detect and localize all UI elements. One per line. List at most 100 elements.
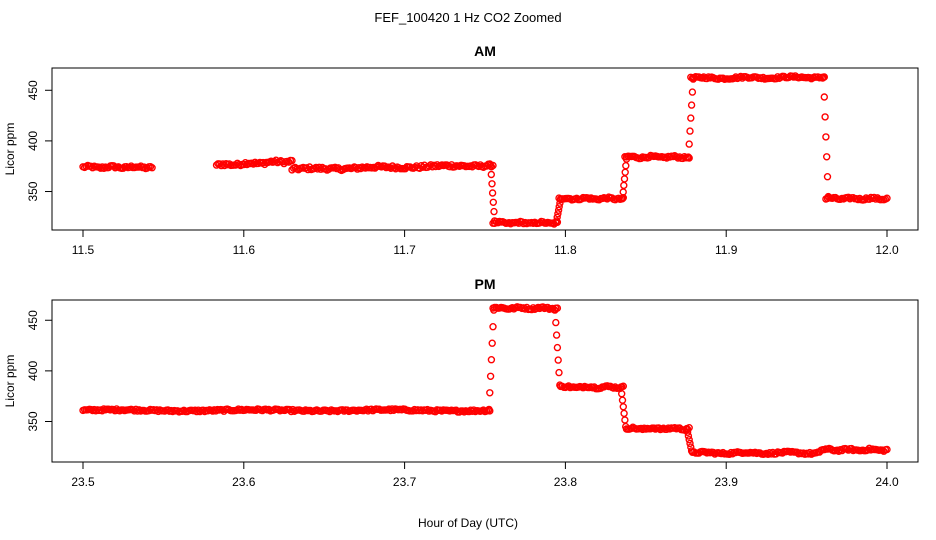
plot-frame xyxy=(51,299,919,463)
y-axis-label: Licor ppm xyxy=(3,355,17,408)
data-point xyxy=(687,114,695,122)
data-point xyxy=(552,217,561,225)
data-point xyxy=(619,403,627,411)
y-tick-label: 350 xyxy=(26,411,40,431)
y-tick-label: 450 xyxy=(26,310,40,330)
data-point xyxy=(486,389,494,397)
y-axis-label: Licor ppm xyxy=(3,123,17,176)
data-point xyxy=(622,422,630,431)
data-points xyxy=(79,72,891,228)
data-point xyxy=(490,207,498,216)
x-tick-label: 23.6 xyxy=(232,475,256,489)
x-tick-label: 23.5 xyxy=(71,475,95,489)
x-tick-label: 11.8 xyxy=(554,243,577,257)
data-point xyxy=(556,199,564,207)
data-point xyxy=(553,213,561,222)
data-point xyxy=(489,198,497,207)
x-tick-label: 11.6 xyxy=(233,243,256,257)
data-point xyxy=(685,436,693,444)
panel-title: AM xyxy=(474,43,496,59)
data-point xyxy=(338,406,347,414)
data-point xyxy=(622,161,630,170)
data-point xyxy=(556,381,564,389)
x-tick-label: 11.9 xyxy=(715,243,738,257)
data-point xyxy=(620,175,629,183)
x-tick-label: 23.9 xyxy=(715,475,739,489)
data-point xyxy=(380,162,389,170)
data-point xyxy=(148,163,156,172)
data-point xyxy=(689,75,697,83)
data-point xyxy=(687,443,695,451)
data-point xyxy=(556,195,565,204)
data-point xyxy=(883,194,891,202)
data-point xyxy=(686,127,694,135)
panel-pm: PM Licor ppm 23.5 23.6 23.7 23.8 23.9 24.0 350 40… xyxy=(3,276,919,489)
plot-frame xyxy=(51,67,919,231)
data-point xyxy=(288,156,296,165)
data-point xyxy=(423,405,432,414)
data-point xyxy=(620,181,628,190)
data-point xyxy=(622,155,631,163)
y-tick-label: 400 xyxy=(26,131,40,151)
data-point xyxy=(552,331,561,339)
x-tick-label: 23.7 xyxy=(393,475,417,489)
data-point xyxy=(621,168,629,177)
data-point xyxy=(730,74,738,83)
data-point xyxy=(98,407,106,415)
data-point xyxy=(554,210,562,218)
data-point xyxy=(686,439,694,448)
data-point xyxy=(820,93,828,101)
y-tick-label: 450 xyxy=(26,80,40,100)
x-tick-label: 12.0 xyxy=(875,243,899,257)
y-tick-label: 400 xyxy=(26,361,40,381)
data-point xyxy=(487,356,496,364)
data-point xyxy=(688,88,697,96)
figure-title: FEF_100420 1 Hz CO2 Zoomed xyxy=(374,10,561,25)
x-tick-label: 23.8 xyxy=(554,475,578,489)
data-point xyxy=(555,202,563,211)
data-point xyxy=(489,323,497,331)
data-point xyxy=(683,424,691,433)
data-point xyxy=(687,447,696,455)
data-point xyxy=(822,133,830,141)
data-point xyxy=(488,339,496,347)
x-tick-label: 11.7 xyxy=(393,243,416,257)
data-point xyxy=(684,153,693,161)
data-point xyxy=(100,164,108,173)
data-point xyxy=(618,396,627,404)
data-point xyxy=(527,305,536,314)
data-point xyxy=(555,368,563,377)
data-point xyxy=(490,306,498,314)
data-point xyxy=(431,162,440,171)
x-tick-label: 11.5 xyxy=(72,243,95,257)
data-point xyxy=(488,180,496,188)
data-point xyxy=(883,445,891,454)
data-point xyxy=(553,343,562,352)
panel-am: AM Licor ppm 11.5 11.6 11.7 11.8 11.9 12.0 350 40… xyxy=(3,43,919,257)
data-points xyxy=(79,303,891,458)
data-point xyxy=(687,101,696,109)
data-point xyxy=(823,172,832,181)
data-point xyxy=(488,189,497,197)
data-point xyxy=(860,195,869,204)
data-point xyxy=(411,163,419,172)
data-point xyxy=(823,153,831,161)
x-tick-label: 24.0 xyxy=(875,475,899,489)
data-point xyxy=(554,206,563,215)
data-point xyxy=(685,140,693,148)
data-point xyxy=(485,405,493,414)
data-point xyxy=(486,161,495,169)
data-point xyxy=(683,428,692,436)
data-point xyxy=(819,73,828,81)
data-point xyxy=(551,306,559,314)
data-point xyxy=(552,318,560,327)
data-point xyxy=(487,170,495,179)
data-point xyxy=(249,160,258,168)
data-point xyxy=(824,192,832,201)
panel-title: PM xyxy=(475,276,496,292)
data-point xyxy=(767,450,775,458)
data-point xyxy=(539,303,547,311)
data-point xyxy=(486,372,495,380)
x-axis-label: Hour of Day (UTC) xyxy=(418,516,518,530)
